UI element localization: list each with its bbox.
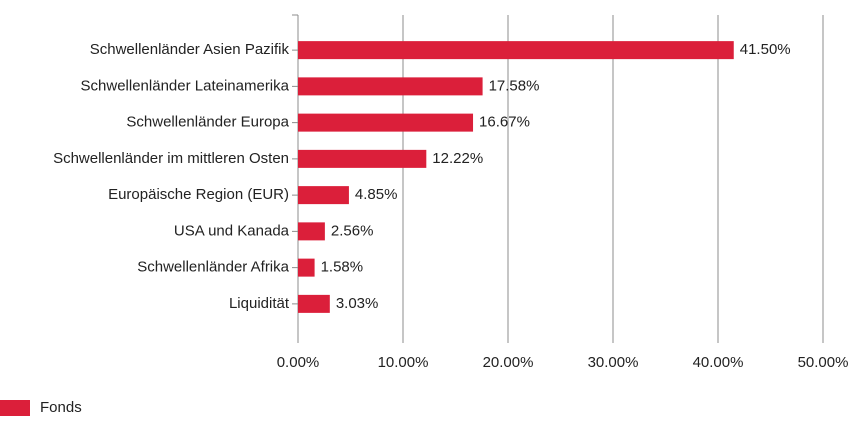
value-label: 17.58% [489,77,540,94]
x-tick-label: 30.00% [588,354,639,371]
x-tick-label: 40.00% [693,354,744,371]
bar [298,149,427,168]
bar [298,258,315,277]
value-label: 3.03% [336,295,379,312]
bar [298,77,483,96]
y-tick-label: Schwellenländer Europa [126,114,289,131]
legend-swatch [0,400,30,416]
bar [298,294,330,313]
value-label: 12.22% [432,150,483,167]
x-tick-label: 20.00% [483,354,534,371]
y-tick-label: Schwellenländer im mittleren Osten [53,150,289,167]
y-tick-label: Liquidität [229,295,290,312]
bar [298,41,734,60]
legend-label: Fonds [40,399,82,416]
y-tick-label: Europäische Region (EUR) [108,186,289,203]
y-tick-label: Schwellenländer Lateinamerika [81,77,290,94]
value-label: 41.50% [740,41,791,58]
bar [298,186,349,205]
y-tick-label: Schwellenländer Asien Pazifik [90,41,290,58]
value-label: 1.58% [321,259,364,276]
y-tick-label: USA und Kanada [174,222,290,239]
value-label: 4.85% [355,186,398,203]
x-tick-label: 50.00% [798,354,849,371]
x-tick-label: 10.00% [378,354,429,371]
y-tick-label: Schwellenländer Afrika [137,259,289,276]
value-label: 16.67% [479,114,530,131]
bar [298,222,325,241]
bar [298,113,474,132]
x-tick-label: 0.00% [277,354,320,371]
value-label: 2.56% [331,222,374,239]
